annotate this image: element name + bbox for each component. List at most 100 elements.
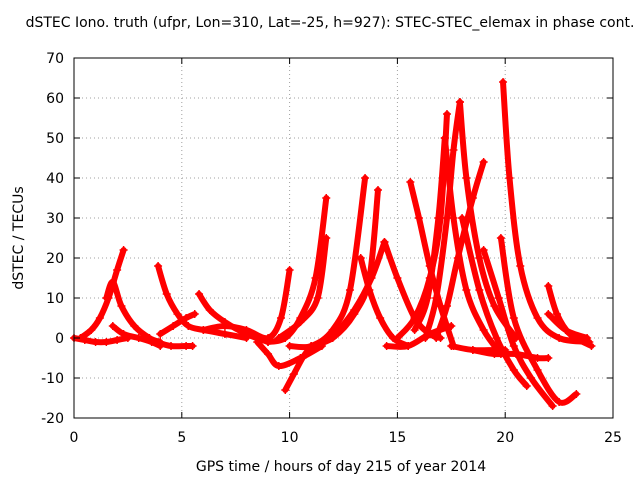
series-arc28 xyxy=(479,246,557,410)
data-point-marker xyxy=(490,346,499,354)
data-point-marker xyxy=(406,178,415,186)
data-point-marker xyxy=(544,310,553,318)
data-point-marker xyxy=(544,354,553,362)
data-point-marker xyxy=(453,254,462,262)
data-point-marker xyxy=(492,334,501,342)
x-tick-label: 20 xyxy=(496,430,514,446)
data-point-marker xyxy=(583,334,592,342)
y-tick-label: -10 xyxy=(41,371,64,387)
data-point-marker xyxy=(527,374,536,382)
data-point-marker xyxy=(423,294,432,302)
x-tick-label: 25 xyxy=(604,430,622,446)
data-point-marker xyxy=(382,342,391,350)
data-point-marker xyxy=(296,318,305,326)
data-point-marker xyxy=(285,266,294,274)
series-line xyxy=(448,343,509,354)
axis-ticks: 0 5 10 15 20 25 -20 -10 0 10 20 30 40 50 60 70 xyxy=(41,51,622,446)
data-point-marker xyxy=(276,314,285,322)
data-point-marker xyxy=(345,286,354,294)
data-point-marker xyxy=(322,234,331,242)
data-point-marker xyxy=(434,214,443,222)
data-point-marker xyxy=(449,146,458,154)
data-point-marker xyxy=(311,274,320,282)
data-point-marker xyxy=(322,194,331,202)
data-point-marker xyxy=(95,314,104,322)
data-point-marker xyxy=(350,306,359,314)
data-point-marker xyxy=(458,214,467,222)
data-point-marker xyxy=(365,286,374,294)
series-line xyxy=(282,343,315,393)
y-tick-label: 40 xyxy=(46,171,64,187)
data-point-marker xyxy=(162,290,171,298)
data-point-marker xyxy=(505,174,514,182)
series-arc6 xyxy=(151,338,197,350)
data-point-marker xyxy=(509,342,518,350)
chart-title: dSTEC Iono. truth (ufpr, Lon=310, Lat=-2… xyxy=(26,15,635,31)
data-point-marker xyxy=(404,342,413,350)
y-tick-label: 20 xyxy=(46,251,64,267)
series-line xyxy=(286,175,369,351)
series-line xyxy=(500,79,593,345)
data-point-marker xyxy=(548,402,557,410)
data-point-marker xyxy=(475,286,484,294)
series-arc34 xyxy=(544,310,592,342)
data-point-marker xyxy=(501,346,510,354)
data-point-marker xyxy=(188,342,197,350)
data-point-marker xyxy=(479,326,488,334)
data-point-marker xyxy=(119,246,128,254)
data-point-marker xyxy=(274,334,283,342)
data-point-marker xyxy=(328,334,337,342)
data-point-marker xyxy=(414,214,423,222)
data-point-marker xyxy=(468,194,477,202)
y-tick-label: 50 xyxy=(46,131,64,147)
data-point-marker xyxy=(516,262,525,270)
data-point-marker xyxy=(313,294,322,302)
data-point-marker xyxy=(373,186,382,194)
data-point-marker xyxy=(169,322,178,330)
data-point-marker xyxy=(522,382,531,390)
data-point-marker xyxy=(91,338,100,346)
data-point-marker xyxy=(499,78,508,86)
data-point-marker xyxy=(130,322,139,330)
data-point-marker xyxy=(462,174,471,182)
data-point-marker xyxy=(509,314,518,322)
series-arc26 xyxy=(432,158,488,342)
data-point-marker xyxy=(156,330,165,338)
plot-frame xyxy=(73,57,614,419)
data-point-marker xyxy=(376,314,385,322)
data-point-marker xyxy=(449,214,458,222)
data-point-marker xyxy=(113,336,122,344)
data-point-marker xyxy=(410,314,419,322)
data-point-marker xyxy=(108,278,117,286)
series-line xyxy=(103,278,164,345)
series-line xyxy=(265,195,330,345)
data-point-marker xyxy=(455,98,464,106)
series-arc29 xyxy=(496,234,581,406)
series-line xyxy=(157,311,198,337)
data-point-marker xyxy=(490,302,499,310)
data-point-marker xyxy=(496,234,505,242)
data-point-marker xyxy=(205,306,214,314)
data-point-marker xyxy=(442,110,451,118)
series-arc12 xyxy=(274,234,331,342)
series-line xyxy=(275,235,330,341)
data-point-marker xyxy=(190,310,199,318)
data-point-marker xyxy=(442,302,451,310)
data-point-marker xyxy=(475,254,484,262)
data-point-marker xyxy=(509,366,518,374)
data-point-marker xyxy=(380,238,389,246)
data-point-marker xyxy=(494,294,503,302)
data-point-marker xyxy=(134,334,143,342)
x-tick-label: 0 xyxy=(70,430,79,446)
data-point-marker xyxy=(447,342,456,350)
data-point-marker xyxy=(468,346,477,354)
data-point-marker xyxy=(182,314,191,322)
data-point-marker xyxy=(253,338,262,346)
y-tick-label: 10 xyxy=(46,291,64,307)
y-tick-label: 70 xyxy=(46,51,64,67)
data-point-marker xyxy=(533,366,542,374)
series-arc7 xyxy=(156,310,199,338)
data-point-marker xyxy=(432,294,441,302)
data-point-marker xyxy=(421,334,430,342)
data-point-marker xyxy=(587,342,596,350)
